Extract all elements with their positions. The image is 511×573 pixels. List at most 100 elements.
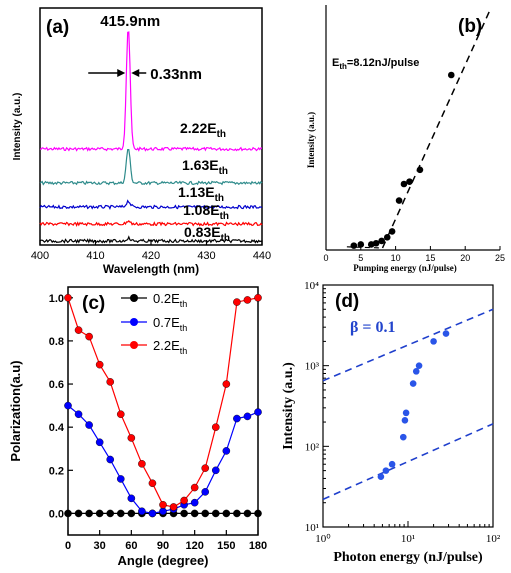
series-label-a-0: 2.22Eth [180, 120, 226, 140]
data-point-b [383, 234, 391, 241]
x-tick-label-b: 20 [460, 253, 470, 263]
data-point-c-2 [106, 378, 115, 386]
data-point-d [415, 362, 423, 369]
data-point-c-1 [95, 438, 104, 447]
data-point-c-1 [211, 466, 220, 475]
data-point-c-0 [116, 509, 125, 518]
x-axis-label-b: Pumping energy (nJ/pulse) [353, 263, 457, 273]
data-point-c-1 [64, 401, 72, 410]
data-point-c-1 [159, 507, 167, 516]
y-tick-label-c: 0.4 [49, 422, 65, 434]
data-point-b [447, 71, 455, 79]
data-point-c-1 [106, 455, 115, 464]
y-tick-label-c: 0.2 [49, 465, 64, 477]
panel-b: 0 5 10 15 20 25 Pumping energy (nJ/pulse) Inten… [306, 5, 505, 273]
series-label-a-4: 0.83Eth [184, 224, 230, 244]
data-point-c-1 [222, 447, 231, 455]
y-axis-label-a: Intensity (a.u.) [12, 93, 23, 161]
data-point-c-2 [180, 496, 188, 505]
data-point-c-1 [85, 421, 93, 429]
data-point-c-0 [211, 509, 220, 518]
x-tick-label-d: 10² [486, 533, 501, 545]
y-axis-label-d: Intensity (a.u.) [281, 362, 296, 450]
data-point-c-0 [222, 509, 231, 518]
y-tick-label-d: 10² [305, 441, 320, 453]
data-point-c-0 [201, 509, 210, 518]
x-axis-label-a: Wavelength (nm) [103, 262, 199, 276]
spectrum-line-2 [39, 199, 263, 210]
x-tick-label-a: 420 [142, 250, 160, 262]
panel-c: 0 30 60 90 120 150 180 0.0 0.2 0.4 0.6 0.8 1.0 Angle … [8, 286, 267, 568]
x-tick-label-c: 120 [185, 540, 203, 552]
data-point-c-2 [169, 503, 178, 511]
data-point-c-0 [190, 509, 199, 518]
data-point-d [388, 460, 396, 468]
data-point-c-2 [148, 479, 157, 488]
data-point-c-2 [116, 410, 125, 419]
panel-a: 400 410 420 430 440 Wavelength (nm) Intensity … [12, 7, 271, 276]
x-axis-label-c: Angle (degree) [117, 553, 208, 568]
data-point-c-2 [127, 434, 136, 442]
y-axis-label-c: Polarization(a.u) [8, 360, 23, 461]
legend-marker-c-0 [130, 294, 138, 302]
y-tick-label-c: 0.6 [49, 379, 64, 391]
panel-label-a: (a) [46, 17, 69, 38]
data-point-c-2 [222, 380, 231, 388]
x-tick-label-d: 10⁰ [315, 533, 331, 545]
x-tick-label-b: 5 [358, 253, 363, 263]
data-point-c-0 [95, 509, 104, 518]
x-tick-label-b: 15 [425, 253, 435, 263]
data-point-d [430, 338, 437, 345]
x-tick-label-c: 0 [65, 540, 71, 552]
data-point-c-2 [95, 360, 104, 369]
y-tick-label-d: 10³ [305, 361, 320, 373]
legend-label-c-0: 0.2Eth [153, 291, 187, 309]
data-point-c-2 [190, 483, 199, 492]
data-point-b [350, 242, 358, 249]
data-point-c-2 [211, 423, 220, 431]
data-point-c-2 [138, 460, 146, 468]
data-point-d [442, 330, 450, 337]
data-point-c-2 [201, 464, 210, 472]
series-label-a-1: 1.63Eth [182, 157, 228, 177]
x-tick-label-c: 150 [217, 540, 235, 552]
y-tick-label-d: 10¹ [305, 522, 319, 534]
x-tick-label-b: 25 [495, 253, 505, 263]
data-point-c-1 [148, 509, 157, 518]
fwhm-arrowhead-left [117, 69, 126, 77]
data-point-c-0 [243, 509, 252, 518]
x-tick-label-b: 0 [323, 253, 328, 263]
data-point-d [377, 473, 385, 481]
baseline-fit-b [346, 246, 383, 249]
legend-marker-c-2 [130, 341, 138, 349]
data-point-b [416, 166, 424, 174]
x-tick-label-a: 440 [253, 250, 271, 262]
data-point-c-0 [64, 509, 72, 518]
x-tick-label-a: 400 [31, 250, 49, 262]
data-point-c-1 [201, 488, 210, 496]
eth-annotation: Eth=8.12nJ/pulse [332, 57, 419, 71]
legend-label-c-2: 2.2Eth [153, 338, 187, 356]
data-point-c-0 [233, 509, 241, 518]
x-tick-label-a: 410 [86, 250, 104, 262]
fit-line-d-1 [322, 308, 494, 382]
data-point-c-2 [85, 332, 93, 341]
data-point-c-0 [127, 509, 136, 518]
fwhm-arrowhead-right [131, 69, 140, 77]
panel-label-c: (c) [82, 293, 105, 314]
legend-marker-c-1 [130, 318, 138, 326]
data-point-c-0 [254, 509, 262, 518]
data-point-d [382, 467, 390, 474]
data-point-c-1 [190, 498, 199, 507]
data-point-c-1 [254, 408, 262, 416]
data-point-c-2 [233, 298, 241, 306]
fit-line-d-0 [322, 423, 494, 501]
panel-label-b: (b) [458, 16, 482, 37]
data-point-b [357, 241, 365, 248]
panel-label-d: (d) [335, 291, 359, 312]
y-axis-label-b: Intensity (a.u.) [306, 112, 316, 168]
data-point-c-1 [233, 414, 241, 423]
peak-annotation: 415.9nm [100, 13, 160, 30]
